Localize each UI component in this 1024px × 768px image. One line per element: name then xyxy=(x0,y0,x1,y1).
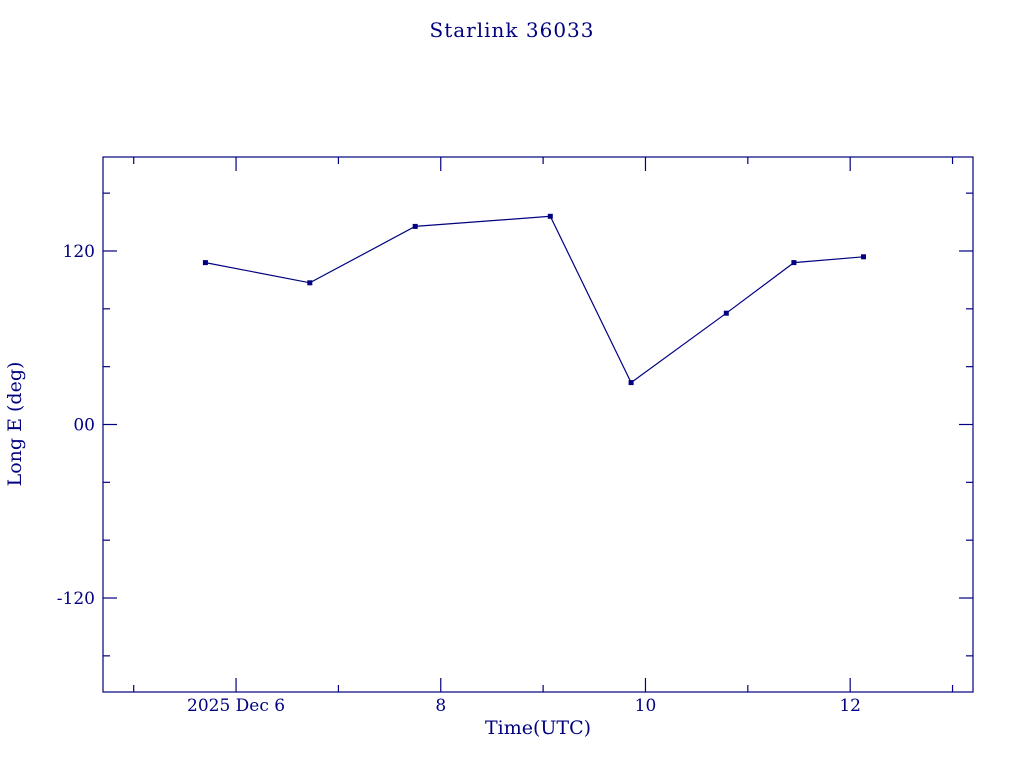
x-tick-label: 8 xyxy=(435,696,446,716)
x-tick-label: 10 xyxy=(635,696,657,716)
chart-title: Starlink 36033 xyxy=(430,18,595,42)
data-point-marker xyxy=(547,213,553,219)
y-axis-label: Long E (deg) xyxy=(4,362,26,487)
data-point-marker xyxy=(202,260,208,266)
data-point-marker xyxy=(791,260,797,266)
axis-ticks: 2025 Dec 6 8 10 12 120 00 -120 xyxy=(57,157,973,716)
data-point-marker xyxy=(861,254,866,260)
data-series xyxy=(202,213,866,386)
data-point-marker xyxy=(412,223,418,229)
y-tick-label: 00 xyxy=(73,416,95,436)
y-tick-label: 120 xyxy=(63,242,95,262)
x-tick-label: 2025 Dec 6 xyxy=(187,696,285,716)
x-tick-label: 12 xyxy=(839,696,861,716)
plot-border xyxy=(102,156,974,693)
data-point-marker xyxy=(723,310,729,316)
x-axis-label: Time(UTC) xyxy=(485,717,591,739)
data-point-marker xyxy=(628,380,634,386)
series-line xyxy=(205,215,864,384)
data-point-marker xyxy=(307,280,313,286)
y-tick-label: -120 xyxy=(57,589,95,609)
